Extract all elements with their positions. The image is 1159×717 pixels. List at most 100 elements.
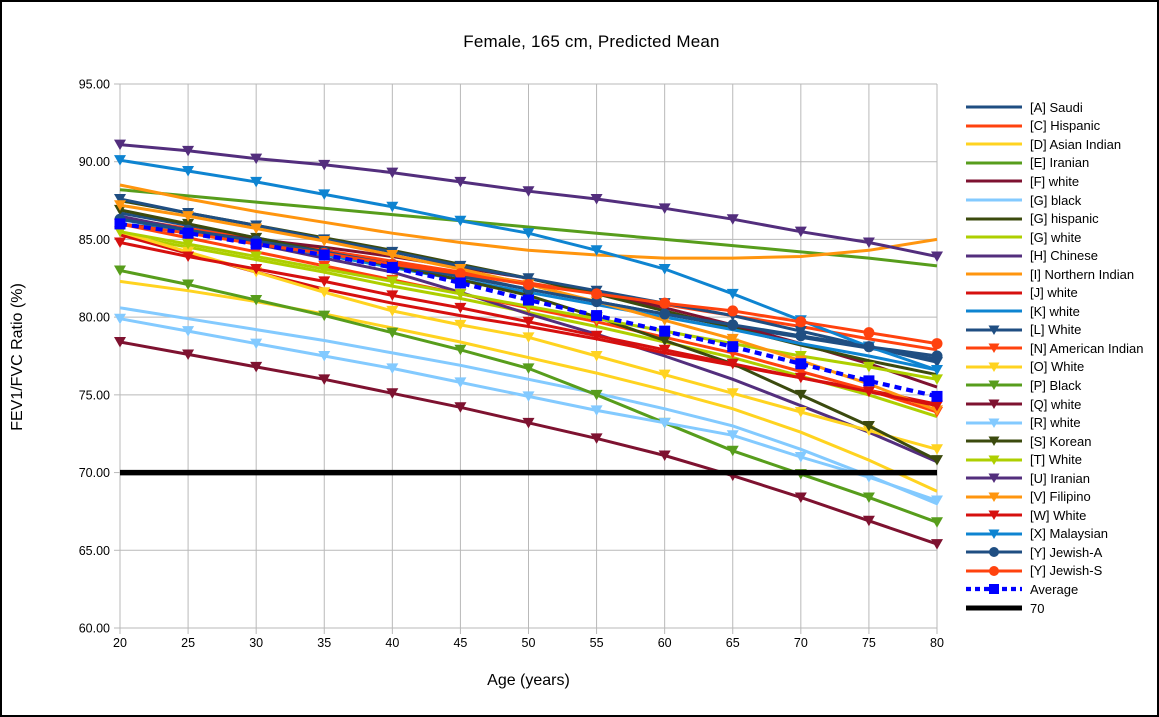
series-marker-r-white xyxy=(726,430,739,441)
series-marker-y-jewish-s xyxy=(863,327,875,339)
legend-label-h-chinese: [H] Chinese xyxy=(1030,248,1098,264)
x-tick-label: 60 xyxy=(658,636,672,650)
legend-label-c-hispanic: [C] Hispanic xyxy=(1030,118,1101,134)
series-u-iranian xyxy=(114,139,943,263)
legend-label-i-northern-indian: [I] Northern Indian xyxy=(1030,266,1135,282)
series-marker-average xyxy=(454,277,466,289)
series-marker-u-iranian xyxy=(522,186,535,197)
series-marker-y-jewish-s xyxy=(591,288,603,300)
series-marker-u-iranian xyxy=(658,203,671,214)
series-marker-q-white xyxy=(386,388,399,399)
legend-marker-s-korean xyxy=(988,436,1000,447)
series-marker-q-white xyxy=(862,515,875,527)
chart-title-text: Female, 165 cm, Predicted Mean xyxy=(463,32,720,51)
series-marker-y-jewish-a xyxy=(931,350,943,362)
legend-label-f-white: [F] white xyxy=(1030,173,1080,189)
series-marker-x-malaysian xyxy=(386,201,399,213)
series-marker-o-white xyxy=(522,332,535,343)
series-marker-q-white xyxy=(114,337,126,348)
legend-label-s-korean: [S] Korean xyxy=(1030,433,1092,449)
chart-legend: [A] Saudi [C] Hispanic [D] Asian Indian [E]… xyxy=(965,98,1157,618)
series-marker-r-white xyxy=(522,391,535,402)
series-marker-u-iranian xyxy=(590,194,603,205)
series-marker-w-white xyxy=(182,251,195,263)
y-tick-label: 80.00 xyxy=(79,311,110,325)
legend-marker-q-white xyxy=(988,399,1000,410)
legend-key-y-jewish-a xyxy=(966,547,1022,558)
series-marker-average xyxy=(591,310,603,322)
legend-marker-y-jewish-s xyxy=(989,565,999,576)
series-g-black xyxy=(119,306,938,506)
series-e-iranian xyxy=(119,188,938,268)
series-marker-w-white xyxy=(386,290,399,301)
series-marker-o-white xyxy=(658,369,671,381)
series-marker-v-filipino xyxy=(182,211,195,222)
legend-label-q-white: [Q] white xyxy=(1030,396,1082,412)
legend-label-r-white: [R] white xyxy=(1030,415,1081,431)
legend-marker-y-jewish-a xyxy=(989,547,999,558)
legend-item-g-hispanic: [G] hispanic xyxy=(965,209,1157,228)
series-marker-x-malaysian xyxy=(182,166,195,177)
legend-key-d-asian-indian xyxy=(966,142,1022,146)
series-marker-q-white xyxy=(182,349,195,360)
series-marker-u-iranian xyxy=(931,251,943,263)
series-marker-x-malaysian xyxy=(318,189,331,200)
legend-marker-w-white xyxy=(988,510,1000,521)
x-tick-label: 40 xyxy=(385,636,399,650)
chart-title: Female, 165 cm, Predicted Mean xyxy=(2,32,1157,52)
legend-item-r-white: [R] white xyxy=(965,413,1157,432)
legend-key-average xyxy=(966,584,1022,595)
series-marker-o-white xyxy=(318,287,331,298)
series-marker-average xyxy=(727,341,739,353)
series-marker-w-white xyxy=(250,263,263,275)
legend-item-70: 70 xyxy=(965,599,1157,618)
legend-key-f-white xyxy=(966,179,1022,183)
series-marker-p-black xyxy=(590,389,603,401)
series-marker-r-white xyxy=(931,495,943,507)
series-marker-y-jewish-a xyxy=(591,296,603,308)
series-marker-p-black xyxy=(726,445,739,457)
legend-label-x-malaysian: [X] Malaysian xyxy=(1030,526,1109,542)
x-tick-label: 55 xyxy=(590,636,604,650)
series-marker-x-malaysian xyxy=(454,215,467,227)
legend-key-g-black xyxy=(966,198,1022,202)
series-i-northern-indian xyxy=(119,183,938,260)
legend-key-o-white xyxy=(966,362,1022,372)
series-marker-s-korean xyxy=(794,389,807,401)
legend-label-y-jewish-s: [Y] Jewish-S xyxy=(1030,563,1103,579)
series-marker-w-white xyxy=(454,302,467,314)
y-tick-label: 95.00 xyxy=(79,78,110,92)
legend-item-w-white: [W] White xyxy=(965,506,1157,525)
legend-item-v-filipino: [V] Filipino xyxy=(965,487,1157,506)
series-marker-y-jewish-s xyxy=(931,338,943,350)
legend-item-a-saudi: [A] Saudi xyxy=(965,98,1157,117)
legend-item-y-jewish-a: [Y] Jewish-A xyxy=(965,543,1157,562)
series-marker-p-black xyxy=(250,295,263,306)
legend-item-average: Average xyxy=(965,580,1157,599)
series-marker-y-jewish-a xyxy=(659,308,671,320)
y-tick-label: 85.00 xyxy=(79,233,110,247)
series-line-e-iranian xyxy=(119,188,938,268)
legend-key-u-iranian xyxy=(966,473,1022,484)
legend-key-g-hispanic xyxy=(966,217,1022,221)
legend-marker-x-malaysian xyxy=(988,529,1000,539)
series-marker-p-black xyxy=(318,310,331,322)
legend-label-w-white: [W] White xyxy=(1030,507,1087,523)
series-marker-t-white xyxy=(386,276,399,287)
legend-item-t-white: [T] White xyxy=(965,450,1157,469)
series-marker-q-white xyxy=(590,433,603,444)
legend-key-p-black xyxy=(966,380,1022,391)
series-line-i-northern-indian xyxy=(119,183,938,260)
series-marker-average xyxy=(523,294,534,306)
series-marker-y-jewish-s xyxy=(523,279,534,291)
series-marker-w-white xyxy=(794,372,807,384)
series-marker-o-white xyxy=(931,444,943,455)
legend-key-h-chinese xyxy=(966,254,1022,258)
series-marker-p-black xyxy=(114,265,126,277)
series-marker-s-korean xyxy=(658,335,671,346)
legend-item-s-korean: [S] Korean xyxy=(965,432,1157,451)
series-marker-r-white xyxy=(250,338,263,350)
legend-key-c-hispanic xyxy=(966,124,1022,128)
series-marker-o-white xyxy=(590,351,603,362)
